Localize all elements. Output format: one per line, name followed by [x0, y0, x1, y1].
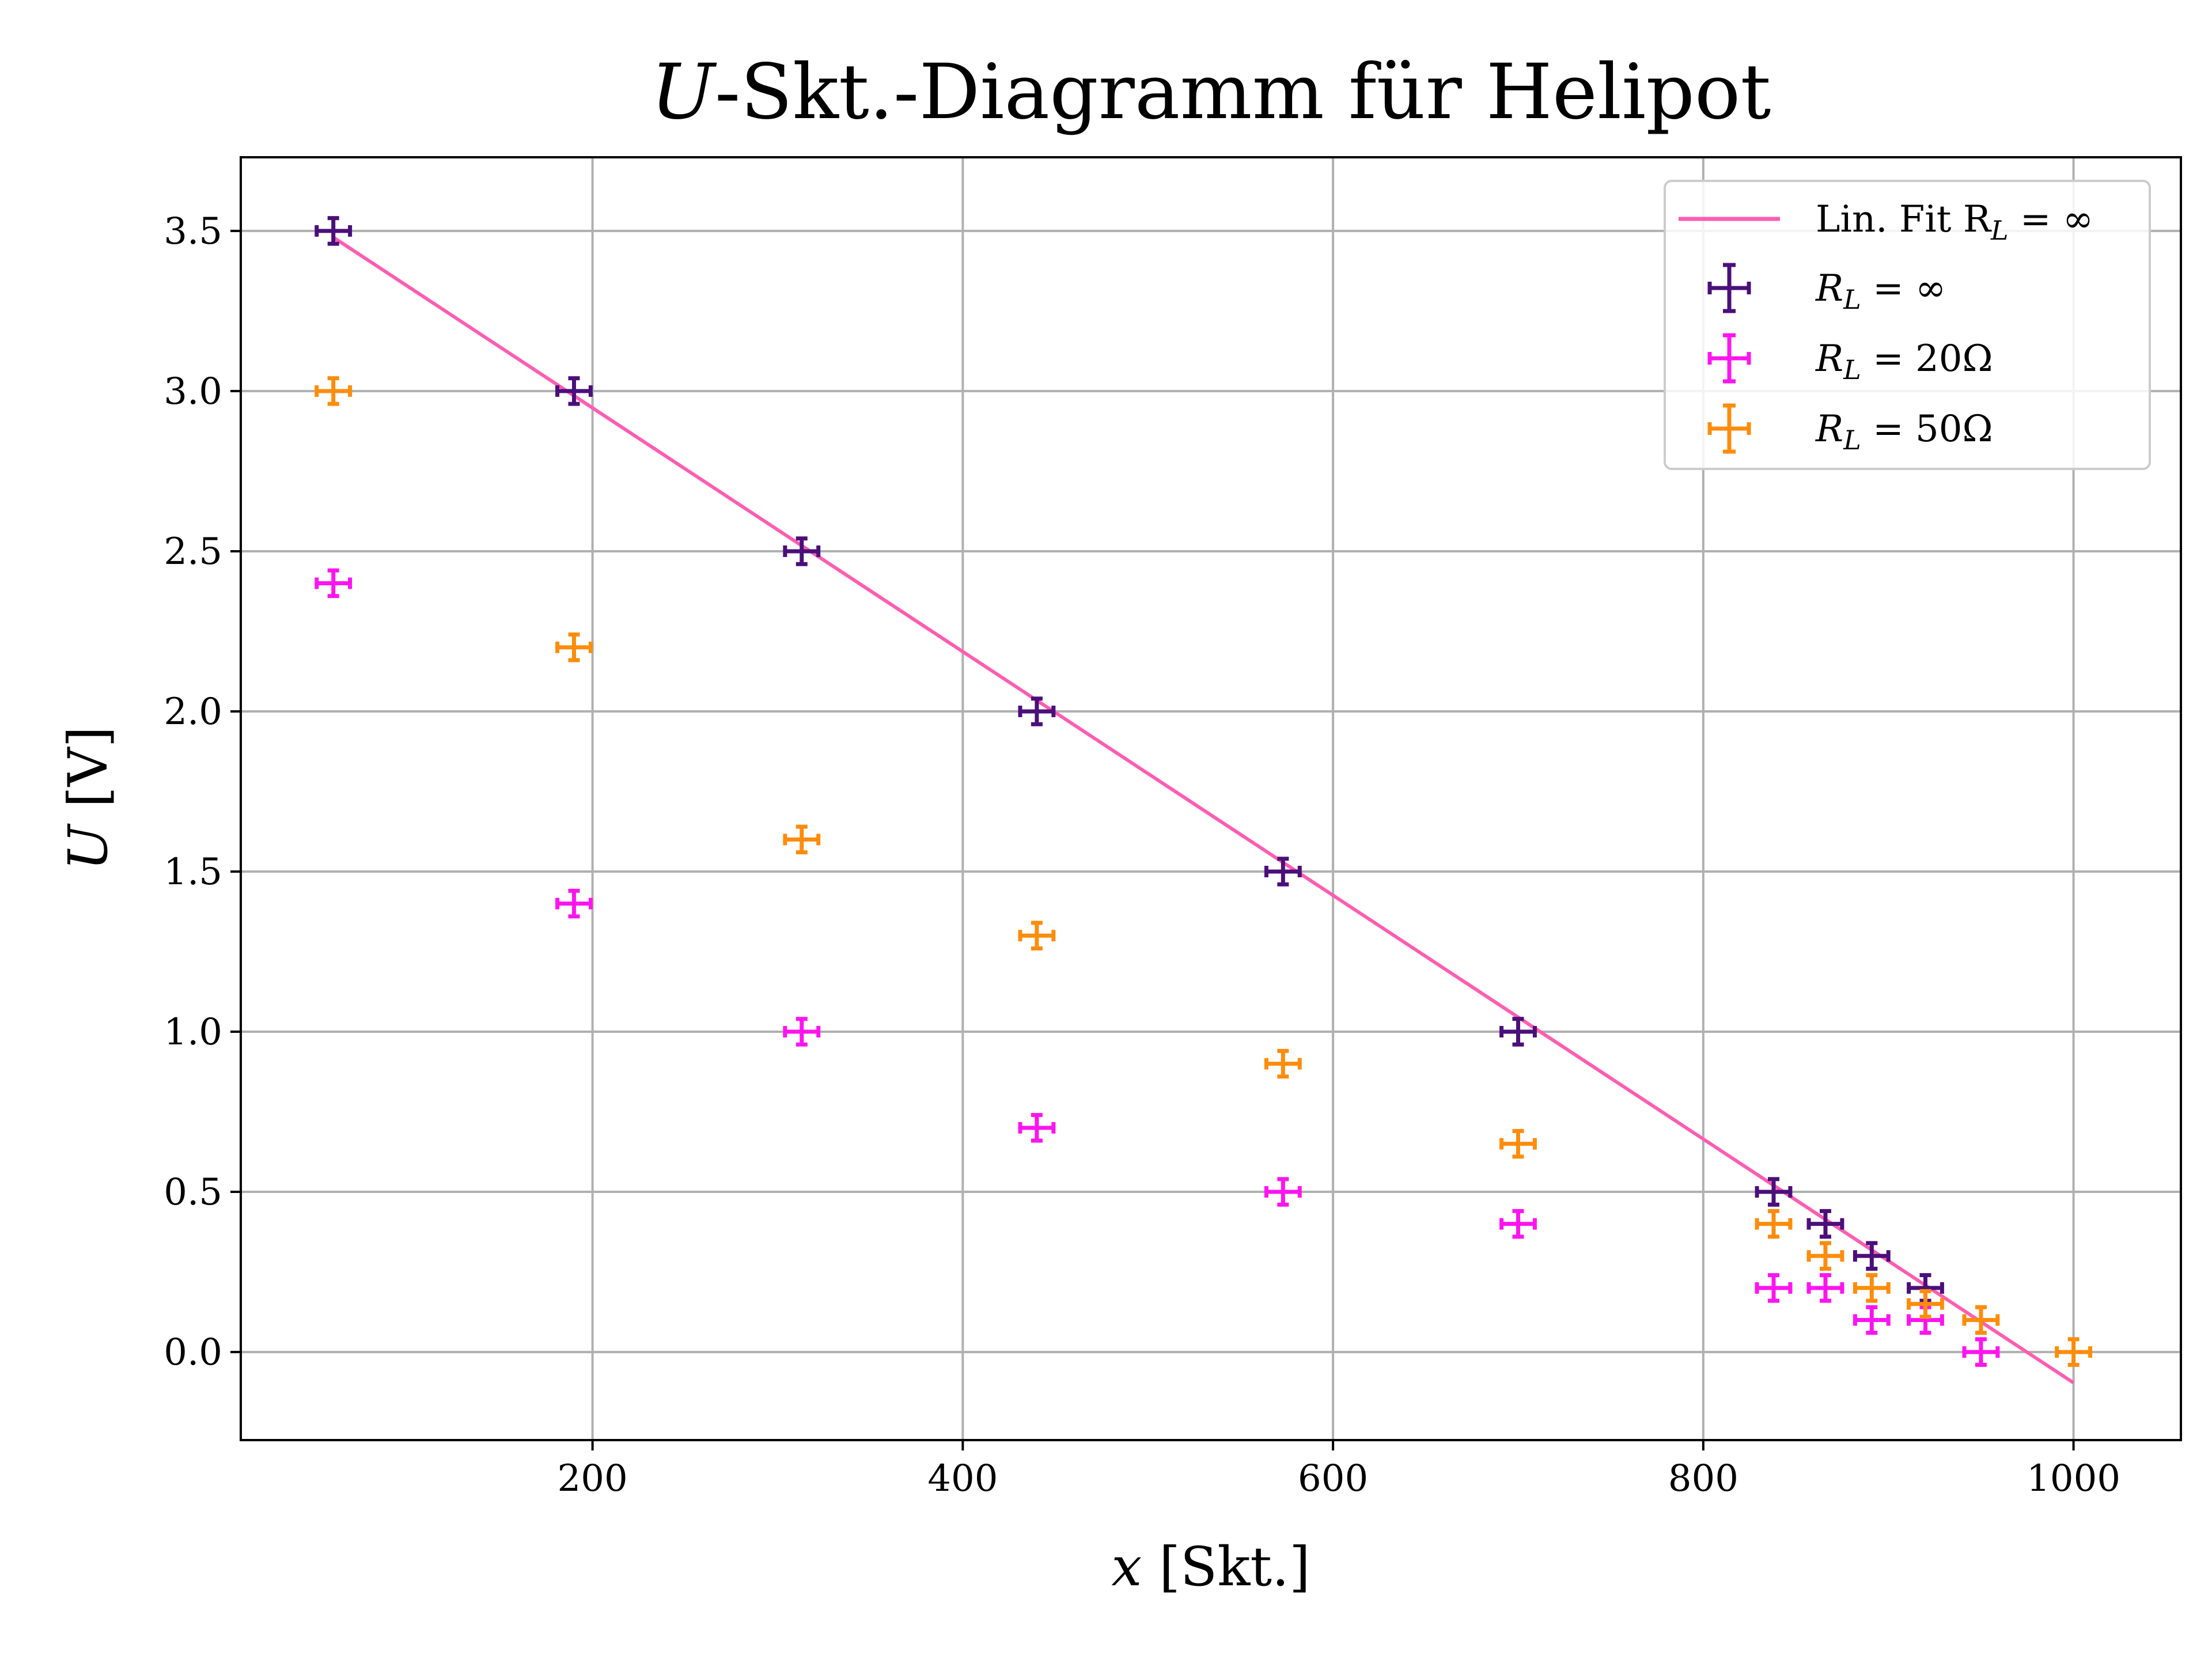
legend-fit-label-main: Lin. Fit R	[1816, 198, 1992, 241]
y-axis-label: U [V]	[57, 726, 120, 870]
data-point	[1806, 1241, 1844, 1271]
data-point	[1853, 1241, 1891, 1271]
y-tick-label: 0.5	[164, 1171, 222, 1214]
y-tick-label: 3.0	[164, 370, 222, 413]
legend-box	[1664, 180, 2151, 470]
x-tick-label: 200	[558, 1457, 628, 1500]
data-point	[783, 1017, 821, 1047]
legend-series-label-rest: = ∞	[1861, 267, 1946, 310]
data-point	[1853, 1273, 1891, 1303]
data-point	[783, 536, 821, 566]
plot-frame	[240, 156, 2182, 1441]
data-point	[1018, 1113, 1056, 1143]
legend-series-label-main: R	[1815, 267, 1843, 310]
legend-series-label-main: R	[1815, 408, 1843, 450]
y-tick-label: 3.5	[164, 210, 222, 253]
legend-series-label-rest: = 50Ω	[1861, 408, 1993, 450]
data-point	[1806, 1273, 1844, 1303]
data-point	[1264, 857, 1302, 887]
legend-series-label: RL = ∞	[1815, 267, 1946, 315]
x-tick-label: 1000	[2027, 1457, 2120, 1500]
legend-series-label-main: R	[1815, 338, 1843, 380]
data-point	[1755, 1209, 1793, 1239]
data-point	[1755, 1177, 1793, 1207]
x-axis-label: x [Skt.]	[1111, 1536, 1310, 1599]
legend-series-label-subscript: L	[1843, 284, 1861, 315]
grid	[241, 157, 2181, 1440]
x-tick-label: 800	[1668, 1457, 1738, 1500]
legend-series-label-subscript: L	[1843, 354, 1861, 385]
data-point	[315, 376, 353, 406]
data-point	[1018, 921, 1056, 950]
data-point	[1806, 1209, 1844, 1239]
y-axis-label-rest: [V]	[57, 726, 120, 825]
legend-marker	[1707, 403, 1751, 454]
data-point	[1264, 1048, 1302, 1079]
legend-series-label: RL = 50Ω	[1815, 408, 1993, 456]
data-point	[1962, 1337, 2000, 1367]
data-point	[1853, 1305, 1891, 1335]
x-tick-label: 400	[927, 1457, 998, 1500]
legend-series-label-rest: = 20Ω	[1861, 338, 1993, 380]
data-point	[2055, 1337, 2093, 1367]
chart-title: U-Skt.-Diagramm für Helipot	[651, 48, 1771, 137]
legend-series-label-subscript: L	[1843, 425, 1861, 456]
data-point	[1499, 1128, 1537, 1159]
y-tick-label: 1.0	[164, 1011, 222, 1054]
series-2	[315, 376, 2093, 1367]
chart-title-italic: U	[651, 48, 717, 137]
legend-marker	[1707, 263, 1751, 313]
data-point	[1962, 1305, 2000, 1335]
chart-title-rest: -Skt.-Diagramm für Helipot	[715, 48, 1771, 137]
data-point	[1499, 1017, 1537, 1047]
legend-fit-label-subscript: L	[1990, 215, 2009, 246]
legend-series-label: RL = 20Ω	[1815, 338, 1993, 385]
legend-marker	[1707, 333, 1751, 384]
series-1	[315, 568, 2000, 1367]
data-point	[315, 568, 353, 599]
x-axis-label-rest: [Skt.]	[1142, 1536, 1310, 1599]
data-point	[1755, 1273, 1793, 1303]
y-axis-label-italic: U	[57, 823, 120, 870]
data-point	[1907, 1289, 1944, 1319]
data-point	[1018, 696, 1056, 726]
series-0	[315, 216, 1944, 1303]
y-tick-label: 2.5	[164, 531, 222, 573]
data-point	[315, 216, 353, 246]
data-point	[1264, 1177, 1302, 1207]
data-point	[783, 824, 821, 855]
x-axis-label-italic: x	[1111, 1536, 1142, 1599]
series-layer	[315, 216, 2093, 1367]
legend-fit-label-rest: = ∞	[2009, 198, 2094, 241]
data-point	[555, 376, 593, 406]
y-tick-label: 1.5	[164, 851, 222, 893]
ticks: 200 400 600 800 1000 0.0 0.5 1.0 1.5 2.0 2.5 3.0 3.5	[164, 210, 2120, 1500]
legend-fit-label: Lin. Fit RL = ∞	[1816, 198, 2093, 246]
data-point	[555, 632, 593, 662]
y-tick-label: 0.0	[164, 1331, 222, 1374]
x-tick-label: 600	[1298, 1457, 1368, 1500]
data-point	[555, 888, 593, 919]
y-tick-label: 2.0	[164, 691, 222, 733]
data-point	[1499, 1209, 1537, 1239]
